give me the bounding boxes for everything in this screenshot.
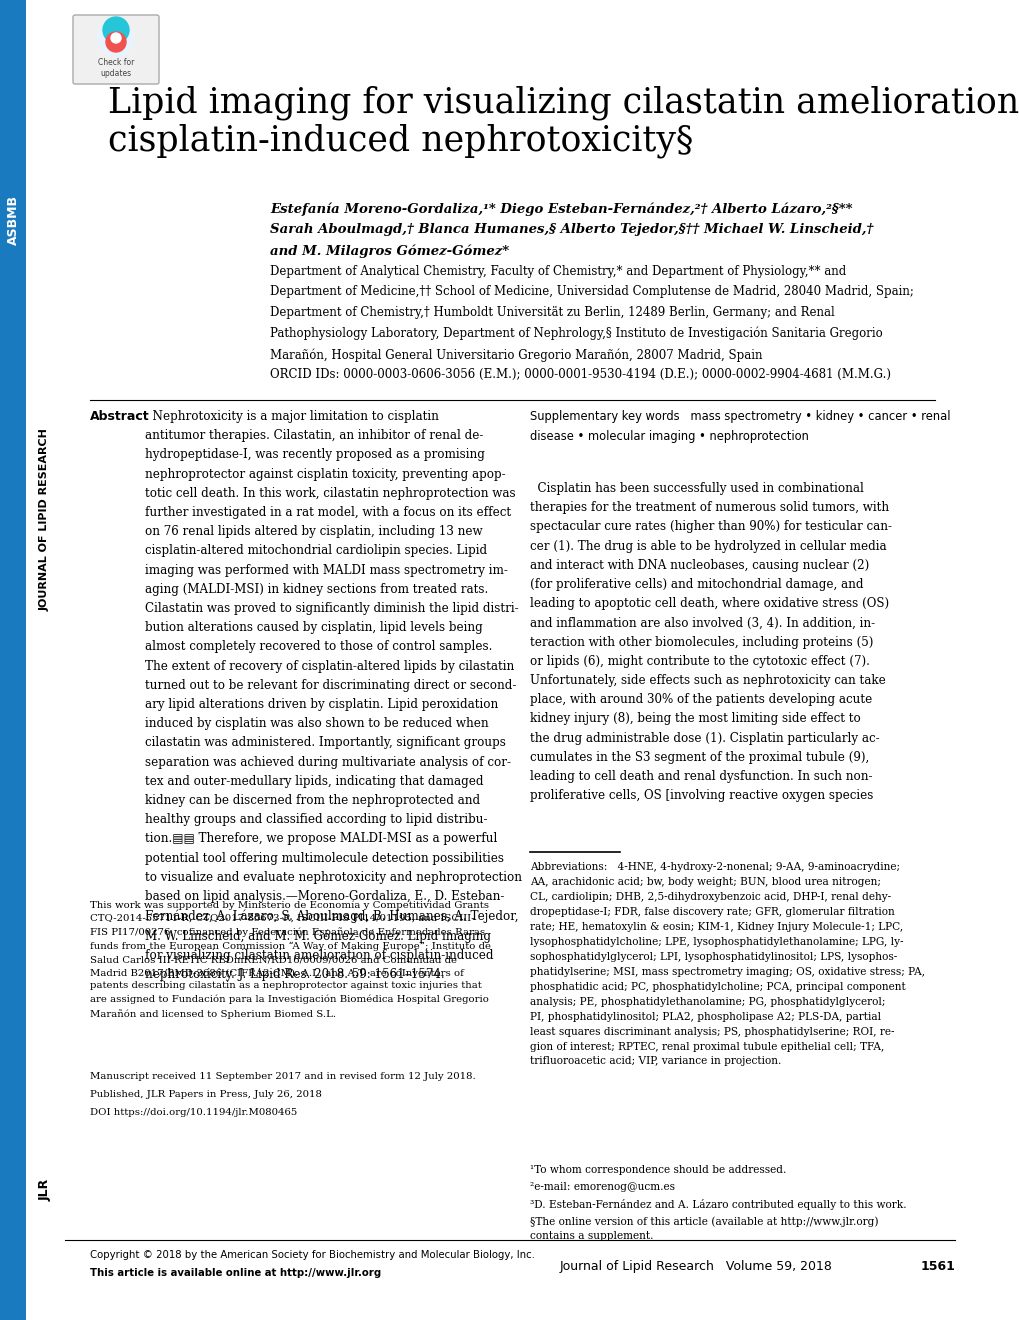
Text: ASBMB: ASBMB [6, 195, 19, 246]
Bar [0, 0, 25, 1320]
Text: ²e-mail: emorenog@ucm.es: ²e-mail: emorenog@ucm.es [530, 1181, 675, 1192]
FancyBboxPatch shape [73, 15, 159, 84]
Text: cisplatin-induced nephrotoxicity§: cisplatin-induced nephrotoxicity§ [108, 124, 693, 158]
Text: This work was supported by Ministerio de Economía y Competitividad Grants
CTQ-20: This work was supported by Ministerio de… [90, 900, 490, 1019]
Circle shape [98, 20, 133, 55]
Text: Estefanía Moreno-Gordaliza,¹* Diego Esteban-Fernández,²† Alberto Lázaro,²§**
Sar: Estefanía Moreno-Gordaliza,¹* Diego Este… [270, 202, 872, 259]
Text: Manuscript received 11 September 2017 and in revised form 12 July 2018.: Manuscript received 11 September 2017 an… [90, 1072, 475, 1081]
Text: Copyright © 2018 by the American Society for Biochemistry and Molecular Biology,: Copyright © 2018 by the American Society… [90, 1250, 534, 1261]
Text: 1561: 1561 [919, 1261, 954, 1272]
Circle shape [106, 32, 126, 51]
Text: Abbreviations:   4-HNE, 4-hydroxy-2-nonenal; 9-AA, 9-aminoacrydine;
AA, arachido: Abbreviations: 4-HNE, 4-hydroxy-2-nonena… [530, 862, 924, 1067]
Text: Abstract: Abstract [90, 411, 150, 422]
Text: ORCID IDs: 0000-0003-0606-3056 (E.M.); 0000-0001-9530-4194 (D.E.); 0000-0002-990: ORCID IDs: 0000-0003-0606-3056 (E.M.); 0… [270, 368, 891, 381]
Text: Supplementary key words   mass spectrometry • kidney • cancer • renal
disease • : Supplementary key words mass spectrometr… [530, 411, 950, 444]
Text: §The online version of this article (available at http://www.jlr.org)
contains a: §The online version of this article (ava… [530, 1216, 877, 1241]
Text: Journal of Lipid Research   Volume 59, 2018: Journal of Lipid Research Volume 59, 201… [559, 1261, 833, 1272]
Circle shape [111, 33, 121, 44]
Text: DOI https://doi.org/10.1194/jlr.M080465: DOI https://doi.org/10.1194/jlr.M080465 [90, 1107, 297, 1117]
Text: JOURNAL OF LIPID RESEARCH: JOURNAL OF LIPID RESEARCH [40, 429, 50, 611]
Text: Cisplatin has been successfully used in combinational
therapies for the treatmen: Cisplatin has been successfully used in … [530, 482, 892, 803]
Text: Check for
updates: Check for updates [98, 58, 135, 78]
Text: Lipid imaging for visualizing cilastatin amelioration of: Lipid imaging for visualizing cilastatin… [108, 86, 1019, 120]
Text: ³D. Esteban-Fernández and A. Lázaro contributed equally to this work.: ³D. Esteban-Fernández and A. Lázaro cont… [530, 1199, 906, 1210]
Text: Nephrotoxicity is a major limitation to cisplatin
antitumor therapies. Cilastati: Nephrotoxicity is a major limitation to … [145, 411, 522, 981]
Circle shape [103, 17, 128, 44]
Text: ¹To whom correspondence should be addressed.: ¹To whom correspondence should be addres… [530, 1166, 786, 1175]
Text: Department of Analytical Chemistry, Faculty of Chemistry,* and Department of Phy: Department of Analytical Chemistry, Facu… [270, 265, 913, 362]
Text: JLR: JLR [39, 1179, 51, 1201]
Text: This article is available online at http://www.jlr.org: This article is available online at http… [90, 1269, 381, 1278]
Text: Published, JLR Papers in Press, July 26, 2018: Published, JLR Papers in Press, July 26,… [90, 1090, 322, 1100]
